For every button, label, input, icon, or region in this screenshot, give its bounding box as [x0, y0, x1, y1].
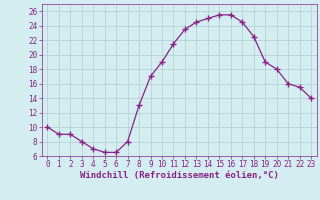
X-axis label: Windchill (Refroidissement éolien,°C): Windchill (Refroidissement éolien,°C) [80, 171, 279, 180]
